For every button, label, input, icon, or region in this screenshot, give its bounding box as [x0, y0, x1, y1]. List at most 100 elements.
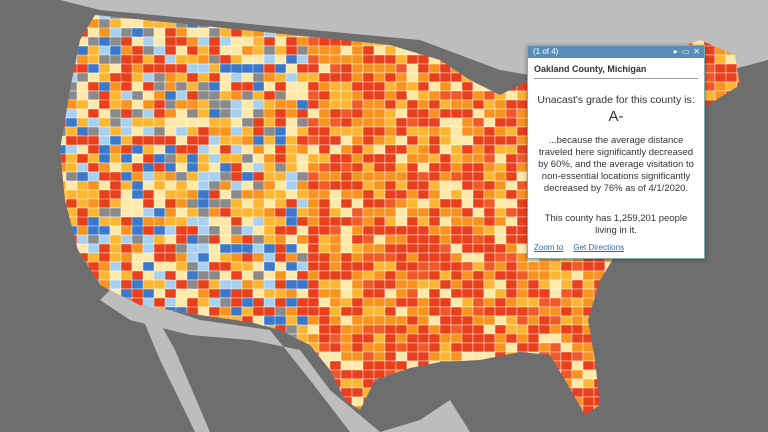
- county[interactable]: [582, 351, 595, 362]
- county[interactable]: [472, 198, 485, 209]
- county[interactable]: [373, 279, 386, 290]
- county[interactable]: [307, 36, 320, 47]
- county[interactable]: [439, 342, 452, 353]
- county[interactable]: [318, 342, 331, 353]
- county[interactable]: [516, 324, 529, 335]
- county[interactable]: [505, 234, 518, 245]
- county[interactable]: [362, 243, 375, 254]
- county[interactable]: [582, 360, 595, 371]
- county[interactable]: [483, 99, 496, 110]
- county[interactable]: [417, 153, 430, 164]
- county[interactable]: [406, 198, 419, 209]
- county[interactable]: [439, 117, 452, 128]
- county[interactable]: [406, 72, 419, 83]
- county[interactable]: [428, 315, 441, 326]
- county[interactable]: [406, 54, 419, 65]
- county[interactable]: [351, 333, 364, 344]
- county[interactable]: [329, 324, 342, 335]
- county[interactable]: [494, 189, 507, 200]
- county[interactable]: [362, 234, 375, 245]
- county[interactable]: [98, 72, 111, 83]
- county[interactable]: [395, 333, 408, 344]
- county[interactable]: [120, 135, 133, 146]
- county[interactable]: [472, 315, 485, 326]
- county[interactable]: [351, 162, 364, 173]
- county[interactable]: [406, 297, 419, 308]
- county[interactable]: [395, 90, 408, 101]
- county[interactable]: [527, 279, 540, 290]
- county[interactable]: [439, 333, 452, 344]
- county[interactable]: [428, 252, 441, 263]
- county[interactable]: [329, 252, 342, 263]
- county[interactable]: [307, 63, 320, 74]
- county[interactable]: [483, 225, 496, 236]
- county[interactable]: [549, 288, 562, 299]
- county[interactable]: [417, 207, 430, 218]
- county[interactable]: [373, 72, 386, 83]
- county[interactable]: [450, 297, 463, 308]
- county[interactable]: [340, 333, 353, 344]
- county[interactable]: [516, 297, 529, 308]
- county[interactable]: [472, 90, 485, 101]
- county[interactable]: [428, 270, 441, 281]
- county[interactable]: [318, 144, 331, 155]
- county[interactable]: [318, 90, 331, 101]
- county[interactable]: [483, 180, 496, 191]
- county[interactable]: [329, 45, 342, 56]
- county[interactable]: [483, 243, 496, 254]
- close-button[interactable]: ✕: [693, 47, 700, 56]
- county[interactable]: [428, 63, 441, 74]
- county[interactable]: [406, 126, 419, 137]
- county[interactable]: [516, 261, 529, 272]
- county[interactable]: [296, 189, 309, 200]
- county[interactable]: [494, 225, 507, 236]
- county[interactable]: [450, 324, 463, 335]
- county[interactable]: [340, 297, 353, 308]
- county[interactable]: [505, 315, 518, 326]
- county[interactable]: [340, 54, 353, 65]
- county[interactable]: [417, 324, 430, 335]
- county[interactable]: [494, 252, 507, 263]
- county[interactable]: [450, 171, 463, 182]
- county[interactable]: [406, 270, 419, 281]
- county[interactable]: [439, 72, 452, 83]
- county[interactable]: [450, 153, 463, 164]
- county[interactable]: [450, 351, 463, 362]
- county[interactable]: [307, 90, 320, 101]
- county[interactable]: [373, 81, 386, 92]
- county[interactable]: [406, 234, 419, 245]
- county[interactable]: [461, 189, 474, 200]
- county[interactable]: [362, 351, 375, 362]
- county[interactable]: [241, 252, 254, 263]
- county[interactable]: [439, 126, 452, 137]
- county[interactable]: [505, 108, 518, 119]
- county[interactable]: [307, 279, 320, 290]
- county[interactable]: [362, 279, 375, 290]
- county[interactable]: [494, 261, 507, 272]
- county[interactable]: [351, 198, 364, 209]
- county[interactable]: [329, 360, 342, 371]
- county[interactable]: [461, 342, 474, 353]
- county[interactable]: [351, 45, 364, 56]
- county[interactable]: [461, 207, 474, 218]
- county[interactable]: [450, 108, 463, 119]
- county[interactable]: [417, 144, 430, 155]
- county[interactable]: [439, 180, 452, 191]
- county[interactable]: [153, 45, 166, 56]
- county[interactable]: [560, 333, 573, 344]
- county[interactable]: [318, 234, 331, 245]
- county[interactable]: [351, 72, 364, 83]
- county[interactable]: [373, 243, 386, 254]
- county[interactable]: [395, 288, 408, 299]
- county[interactable]: [153, 99, 166, 110]
- county[interactable]: [582, 270, 595, 281]
- county[interactable]: [428, 297, 441, 308]
- county[interactable]: [395, 54, 408, 65]
- county[interactable]: [329, 117, 342, 128]
- county[interactable]: [384, 243, 397, 254]
- county[interactable]: [494, 333, 507, 344]
- county[interactable]: [307, 117, 320, 128]
- county[interactable]: [351, 306, 364, 317]
- county[interactable]: [329, 189, 342, 200]
- county[interactable]: [318, 54, 331, 65]
